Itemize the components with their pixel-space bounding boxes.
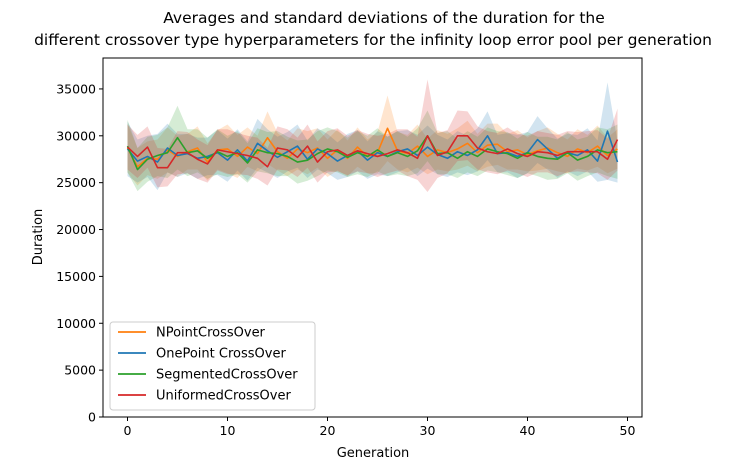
std-band-series-4 (127, 79, 618, 193)
legend-label-series-1: NPointCrossOver (156, 326, 266, 341)
y-tick-label: 30000 (56, 128, 96, 143)
chart-title-line-2: different crossover type hyperparameters… (34, 31, 712, 49)
y-tick-label: 20000 (56, 222, 96, 237)
mean-line-series-4 (126, 135, 619, 169)
std-band-series-3 (127, 105, 618, 192)
x-tick-label: 10 (220, 423, 236, 438)
plot-area-frame (102, 57, 643, 418)
mean-line-series-2 (126, 130, 619, 163)
y-tick-label: 25000 (56, 175, 96, 190)
legend-label-series-3: SegmentedCrossOver (156, 368, 298, 383)
x-tick-label: 30 (420, 423, 436, 438)
std-band-series-1 (127, 95, 618, 186)
y-tick-label: 35000 (56, 81, 96, 96)
legend-label-series-2: OnePoint CrossOver (156, 347, 286, 362)
chart-title-line-1: Averages and standard deviations of the … (163, 9, 605, 27)
y-axis-ticks: 0 5000 10000 15000 20000 25000 30000 35000 (56, 81, 103, 425)
x-tick-label: 0 (124, 423, 132, 438)
legend-box (109, 321, 316, 411)
y-tick-label: 5000 (64, 363, 96, 378)
mean-lines (126, 127, 619, 171)
x-axis-label: Generation (337, 446, 410, 461)
y-axis-label: Duration (31, 209, 46, 265)
y-tick-label: 10000 (56, 316, 96, 331)
legend-label-series-4: UniformedCrossOver (156, 389, 291, 404)
x-tick-label: 40 (520, 423, 536, 438)
std-bands (127, 79, 618, 193)
x-tick-label: 50 (620, 423, 636, 438)
y-tick-label: 15000 (56, 269, 96, 284)
mean-line-series-3 (126, 135, 618, 171)
y-tick-label: 0 (88, 410, 96, 425)
x-tick-label: 20 (320, 423, 336, 438)
std-band-series-2 (127, 82, 618, 191)
legend: NPointCrossOver OnePoint CrossOver Segment… (109, 321, 316, 411)
x-axis-ticks: 0 10 20 30 40 50 (124, 417, 636, 438)
